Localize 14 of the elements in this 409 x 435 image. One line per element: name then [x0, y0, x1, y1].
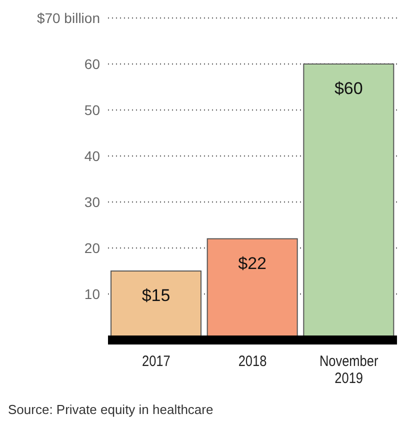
y-tick-label: 50	[84, 102, 100, 118]
data-label: $15	[142, 286, 170, 306]
y-tick-label: 20	[84, 240, 100, 256]
data-label: $22	[238, 254, 267, 273]
x-tick-label: November 2019	[319, 352, 379, 386]
source-note: Source: Private equity in healthcare	[8, 402, 214, 417]
y-tick-label: 40	[84, 148, 100, 164]
y-tick-label: 10	[84, 286, 100, 302]
y-tick-label: $70 billion	[36, 10, 100, 26]
x-tick-label: 2018	[238, 352, 267, 370]
y-tick-label: 30	[84, 194, 100, 210]
x-tick-label: 2017	[142, 352, 171, 370]
y-tick-label: 60	[84, 56, 100, 72]
data-label: $60	[334, 79, 363, 98]
